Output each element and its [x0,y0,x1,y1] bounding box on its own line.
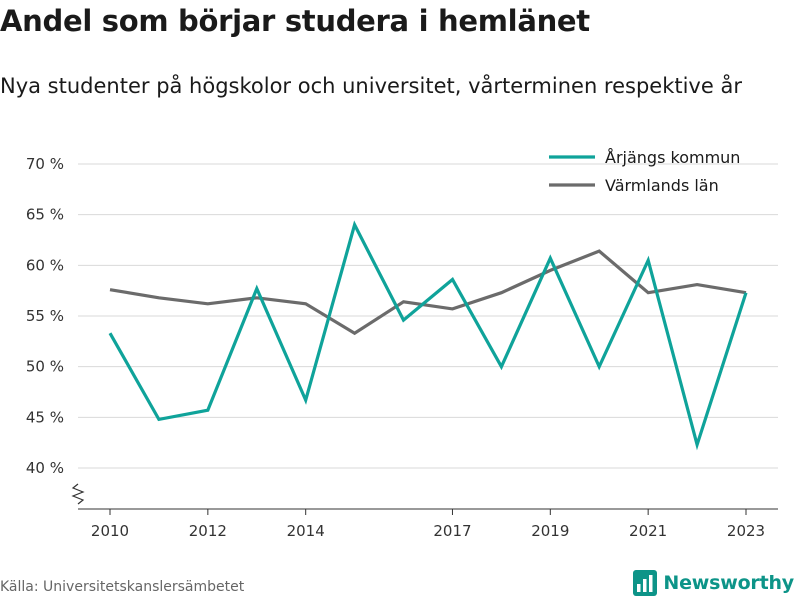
x-tick-label: 2017 [433,522,471,540]
chart-title: Andel som börjar studera i hemlänet [0,4,590,38]
x-tick-label: 2014 [287,522,325,540]
legend-label-varmlands-lan: Värmlands län [605,176,719,195]
bar-chart-icon [633,570,658,596]
source-note: Källa: Universitetskanslersämbetet [0,579,245,595]
y-tick-label: 60 % [26,256,64,274]
brand-name: Newsworthy [663,572,794,594]
x-tick-label: 2021 [629,522,667,540]
y-tick-label: 55 % [26,307,64,325]
legend-label-arjangs-kommun: Årjängs kommun [605,148,740,167]
x-tick-label: 2023 [727,522,765,540]
x-tick-label: 2012 [189,522,227,540]
y-tick-label: 65 % [26,206,64,224]
y-tick-label: 70 % [26,155,64,173]
series-line-varmlands-lan [109,249,747,336]
x-tick-label: 2019 [531,522,569,540]
y-tick-label: 40 % [26,459,64,477]
brand-logo[interactable]: Newsworthy [633,570,794,596]
series-line-arjangs-kommun [108,220,748,451]
chart-subtitle: Nya studenter på högskolor och universit… [0,74,742,98]
axis-break-icon [71,483,85,505]
y-tick-label: 50 % [26,358,64,376]
y-tick-label: 45 % [26,408,64,426]
x-tick-label: 2010 [91,522,129,540]
